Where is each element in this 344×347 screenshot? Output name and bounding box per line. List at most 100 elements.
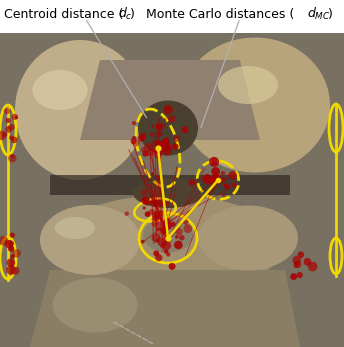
Ellipse shape [150,198,159,206]
Ellipse shape [4,108,10,114]
Ellipse shape [40,205,140,275]
Ellipse shape [174,240,183,249]
Text: $d_c$: $d_c$ [118,6,133,22]
Ellipse shape [53,195,283,295]
Ellipse shape [153,251,159,256]
Ellipse shape [290,273,297,280]
Ellipse shape [157,176,161,180]
Ellipse shape [142,198,148,204]
Text: ): ) [328,8,333,20]
Ellipse shape [157,210,163,217]
Ellipse shape [172,143,179,150]
Ellipse shape [8,240,14,246]
Ellipse shape [154,147,161,154]
Ellipse shape [152,214,159,221]
Ellipse shape [32,70,87,110]
Ellipse shape [175,228,183,235]
Ellipse shape [152,219,159,227]
Ellipse shape [144,211,150,217]
Polygon shape [0,30,344,347]
Text: $d_{MC}$: $d_{MC}$ [307,6,331,22]
Ellipse shape [153,147,160,154]
Ellipse shape [150,132,155,137]
Ellipse shape [218,178,222,183]
Ellipse shape [141,132,147,138]
Ellipse shape [141,189,148,196]
Ellipse shape [15,116,18,119]
Text: Centroid distance (: Centroid distance ( [4,8,123,20]
Ellipse shape [163,138,169,143]
Ellipse shape [160,140,168,148]
Ellipse shape [183,219,189,225]
Ellipse shape [0,236,8,245]
Ellipse shape [55,217,95,239]
Ellipse shape [142,151,148,157]
Ellipse shape [179,235,185,240]
Ellipse shape [142,199,148,204]
Ellipse shape [9,135,14,140]
Ellipse shape [198,205,298,271]
Ellipse shape [221,176,227,183]
Ellipse shape [163,118,166,121]
Ellipse shape [10,232,15,238]
Ellipse shape [15,40,145,180]
Polygon shape [30,270,300,347]
Ellipse shape [7,259,15,267]
Ellipse shape [163,105,173,115]
Ellipse shape [211,174,219,182]
Ellipse shape [209,157,219,167]
Ellipse shape [156,124,162,131]
Ellipse shape [173,135,180,142]
Ellipse shape [175,235,179,239]
Ellipse shape [125,211,129,216]
Ellipse shape [162,201,168,206]
Ellipse shape [143,218,193,253]
Ellipse shape [0,130,7,140]
Ellipse shape [293,263,298,268]
Ellipse shape [162,218,170,227]
Ellipse shape [166,252,170,257]
Ellipse shape [141,196,150,204]
Ellipse shape [228,171,237,180]
Ellipse shape [156,146,164,154]
Ellipse shape [5,126,12,133]
Ellipse shape [170,221,175,227]
Ellipse shape [2,132,7,137]
Ellipse shape [213,176,221,184]
Ellipse shape [189,179,195,186]
Ellipse shape [161,231,166,236]
Ellipse shape [132,139,140,146]
Ellipse shape [160,245,163,248]
Ellipse shape [156,122,164,130]
Ellipse shape [142,206,146,210]
Ellipse shape [151,172,154,175]
Ellipse shape [208,178,216,186]
Ellipse shape [11,254,15,259]
Ellipse shape [294,261,301,268]
Ellipse shape [155,254,162,261]
Ellipse shape [181,126,189,133]
Ellipse shape [211,167,220,176]
Ellipse shape [154,150,162,159]
Ellipse shape [167,226,171,229]
Ellipse shape [8,124,15,130]
Ellipse shape [180,37,330,172]
Ellipse shape [165,222,172,229]
Ellipse shape [53,278,138,332]
Ellipse shape [183,224,192,233]
Ellipse shape [224,184,230,189]
Ellipse shape [164,249,169,254]
Ellipse shape [203,175,211,184]
Ellipse shape [155,239,159,243]
Ellipse shape [6,118,11,123]
Text: Monte Carlo distances (: Monte Carlo distances ( [146,8,294,20]
Ellipse shape [138,101,198,155]
Ellipse shape [157,237,166,247]
Ellipse shape [222,193,226,197]
Ellipse shape [141,147,146,152]
Ellipse shape [218,66,278,104]
Ellipse shape [158,198,165,206]
Ellipse shape [146,149,154,156]
Ellipse shape [12,113,18,120]
Ellipse shape [132,121,136,125]
